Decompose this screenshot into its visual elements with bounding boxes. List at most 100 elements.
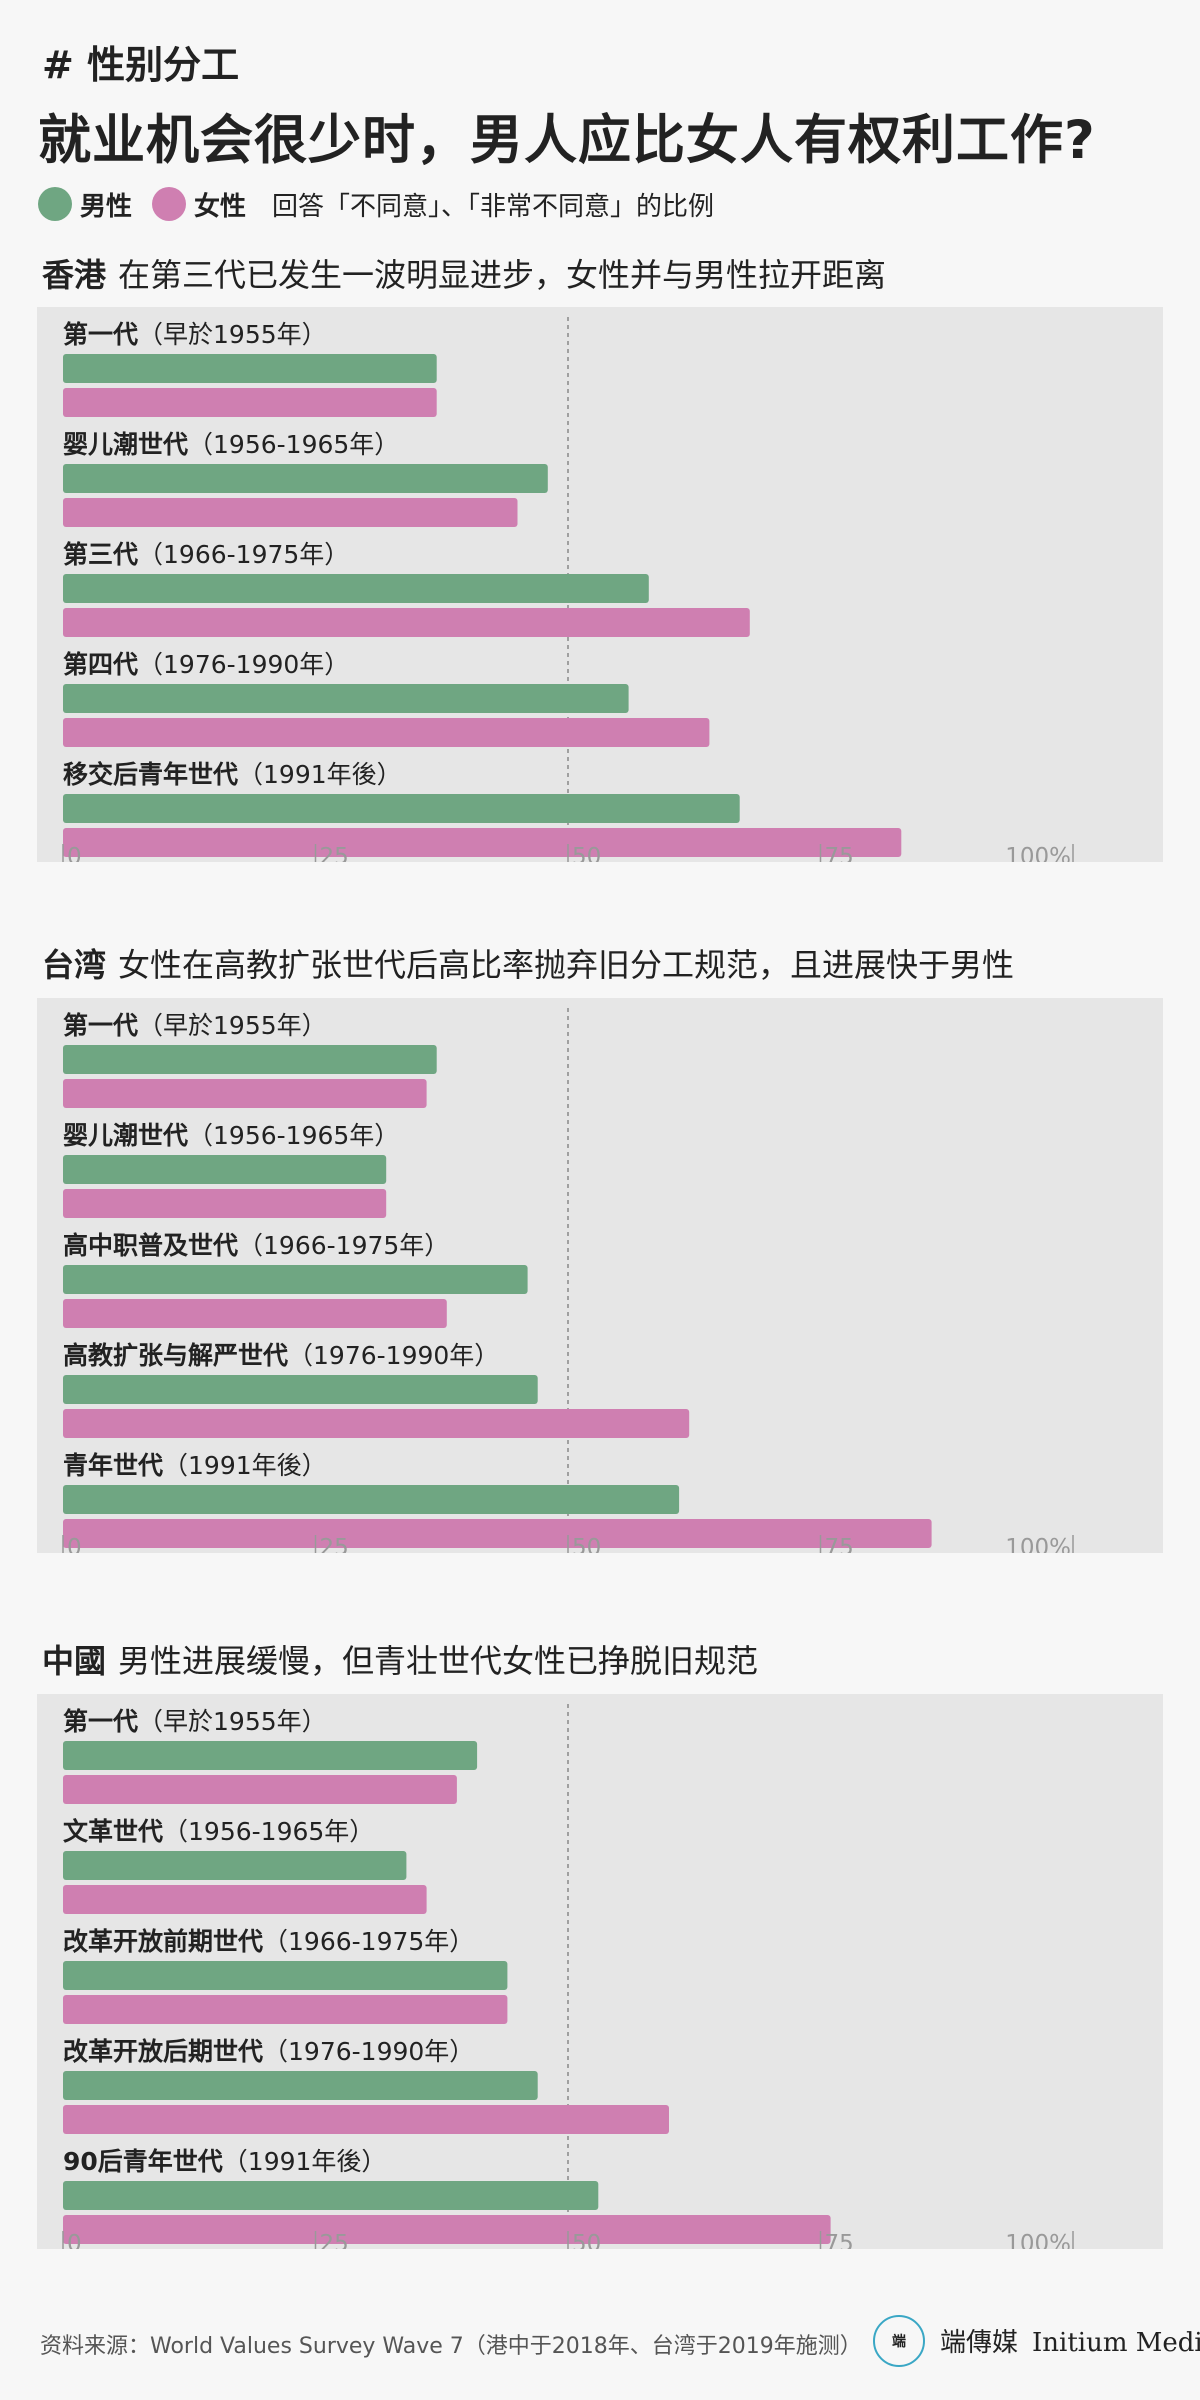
category-years: （1991年後） xyxy=(163,1451,327,1480)
tick-label: 100% xyxy=(1005,2231,1071,2249)
category-name: 第一代 xyxy=(63,1707,138,1736)
category-name: 第三代 xyxy=(63,540,138,569)
category-label: 青年世代（1991年後） xyxy=(63,1451,327,1480)
section-heading-cn: 中國 男性进展缓慢，但青壮世代女性已挣脱旧规范 xyxy=(42,1636,758,1682)
region-label: 香港 xyxy=(42,256,107,294)
chart-panel-tw: 第一代（早於1955年） 婴儿潮世代（1956-1965年） 高中职普及世代（196… xyxy=(37,998,1163,1553)
female-bar xyxy=(63,828,902,857)
category-years: （早於1955年） xyxy=(138,1707,327,1736)
tick-label: 25 xyxy=(320,2231,349,2249)
tick-label: 0 xyxy=(67,844,82,862)
category-name: 第一代 xyxy=(63,1011,138,1040)
male-bar xyxy=(63,354,437,383)
category-name: 移交后青年世代 xyxy=(63,760,238,789)
category-years: （1991年後） xyxy=(223,2147,387,2176)
category-label: 改革开放后期世代（1976-1990年） xyxy=(63,2037,474,2066)
category-years: （1966-1975年） xyxy=(263,1927,474,1956)
category-name: 改革开放后期世代 xyxy=(63,2037,263,2066)
section-subtitle: 男性进展缓慢，但青壮世代女性已挣脱旧规范 xyxy=(118,1642,759,1680)
category-years: （1976-1990年） xyxy=(263,2037,474,2066)
category-years: （早於1955年） xyxy=(138,320,327,349)
category-label: 第四代（1976-1990年） xyxy=(63,650,349,679)
female-legend-label: 女性 xyxy=(194,191,247,222)
female-legend-swatch xyxy=(152,187,187,221)
category-years: （1966-1975年） xyxy=(238,1231,449,1260)
category-years: （1966-1975年） xyxy=(138,540,349,569)
male-bar xyxy=(63,1045,437,1074)
tick-label: 75 xyxy=(825,2231,854,2249)
male-bar xyxy=(63,684,629,713)
category-label: 高中职普及世代（1966-1975年） xyxy=(63,1231,449,1260)
female-bar xyxy=(63,1409,690,1438)
category-years: （1991年後） xyxy=(238,760,402,789)
tick-label: 25 xyxy=(320,1535,349,1553)
female-bar xyxy=(63,1189,387,1218)
category-years: （1976-1990年） xyxy=(138,650,349,679)
male-bar xyxy=(63,1851,407,1880)
female-bar xyxy=(63,1775,457,1804)
male-bar xyxy=(63,1375,538,1404)
female-bar xyxy=(63,1079,427,1108)
chart-panel-cn: 第一代（早於1955年） 文革世代（1956-1965年） 改革开放前期世代（196… xyxy=(37,1694,1163,2249)
section-subtitle: 在第三代已发生一波明显进步，女性并与男性拉开距离 xyxy=(118,256,887,294)
bar-chart-tw: 第一代（早於1955年） 婴儿潮世代（1956-1965年） 高中职普及世代（196… xyxy=(62,1008,1074,1553)
tick-label: 100% xyxy=(1005,1535,1071,1553)
category-name: 高中职普及世代 xyxy=(63,1231,238,1260)
tick-label: 75 xyxy=(825,844,854,862)
category-name: 婴儿潮世代 xyxy=(63,1121,188,1150)
brand-name-cn: 端傳媒 xyxy=(940,2328,1019,2358)
tick-label: 0 xyxy=(67,2231,82,2249)
brand-name: 端傳媒 Initium Media xyxy=(940,2322,1200,2359)
male-bar xyxy=(63,1265,528,1294)
category-name: 青年世代 xyxy=(63,1451,163,1480)
male-legend-label: 男性 xyxy=(80,191,133,222)
category-name: 第一代 xyxy=(63,320,138,349)
category-label: 第三代（1966-1975年） xyxy=(63,540,349,569)
tick-label: 25 xyxy=(320,844,349,862)
region-label: 台湾 xyxy=(42,946,107,984)
region-label: 中國 xyxy=(42,1642,107,1680)
chart-panel-hk: 第一代（早於1955年） 婴儿潮世代（1956-1965年） 第三代（1966-19… xyxy=(37,307,1163,862)
category-name: 改革开放前期世代 xyxy=(63,1927,263,1956)
page-title: 就业机会很少时，男人应比女人有权利工作? xyxy=(38,110,1096,171)
female-bar xyxy=(63,1519,932,1548)
section-heading-tw: 台湾 女性在高教扩张世代后高比率抛弃旧分工规范，且进展快于男性 xyxy=(42,940,1014,986)
category-years: （早於1955年） xyxy=(138,1011,327,1040)
female-bar xyxy=(63,388,437,417)
brand-name-en: Initium Media xyxy=(1032,2328,1200,2358)
category-years: （1976-1990年） xyxy=(288,1341,499,1370)
male-bar xyxy=(63,1741,478,1770)
male-bar xyxy=(63,1961,508,1990)
category-name: 高教扩张与解严世代 xyxy=(63,1341,288,1370)
female-bar xyxy=(63,2215,831,2244)
category-label: 第一代（早於1955年） xyxy=(63,320,327,349)
female-bar xyxy=(63,608,750,637)
male-bar xyxy=(63,1155,387,1184)
tick-label: 75 xyxy=(825,1535,854,1553)
female-bar xyxy=(63,1995,508,2024)
female-bar xyxy=(63,2105,669,2134)
category-label: 移交后青年世代（1991年後） xyxy=(63,760,402,789)
male-bar xyxy=(63,2181,599,2210)
category-years: （1956-1965年） xyxy=(163,1817,374,1846)
male-bar xyxy=(63,794,740,823)
female-bar xyxy=(63,498,518,527)
category-years: （1956-1965年） xyxy=(188,1121,399,1150)
legend-note: 回答「不同意」、「非常不同意」的比例 xyxy=(272,191,715,222)
male-legend-swatch xyxy=(38,187,72,221)
category-name: 第四代 xyxy=(63,650,138,679)
male-bar xyxy=(63,2071,538,2100)
bar-chart-cn: 第一代（早於1955年） 文革世代（1956-1965年） 改革开放前期世代（196… xyxy=(62,1704,1074,2249)
tick-label: 50 xyxy=(572,844,601,862)
hashtag-label: # 性别分工 xyxy=(42,43,240,87)
category-years: （1956-1965年） xyxy=(188,430,399,459)
category-label: 文革世代（1956-1965年） xyxy=(63,1817,374,1846)
female-bar xyxy=(63,718,710,747)
male-bar xyxy=(63,574,649,603)
tick-label: 50 xyxy=(572,1535,601,1553)
tick-label: 0 xyxy=(67,1535,82,1553)
category-name: 文革世代 xyxy=(63,1817,163,1846)
category-label: 婴儿潮世代（1956-1965年） xyxy=(63,430,399,459)
category-label: 高教扩张与解严世代（1976-1990年） xyxy=(63,1341,499,1370)
category-name: 婴儿潮世代 xyxy=(63,430,188,459)
